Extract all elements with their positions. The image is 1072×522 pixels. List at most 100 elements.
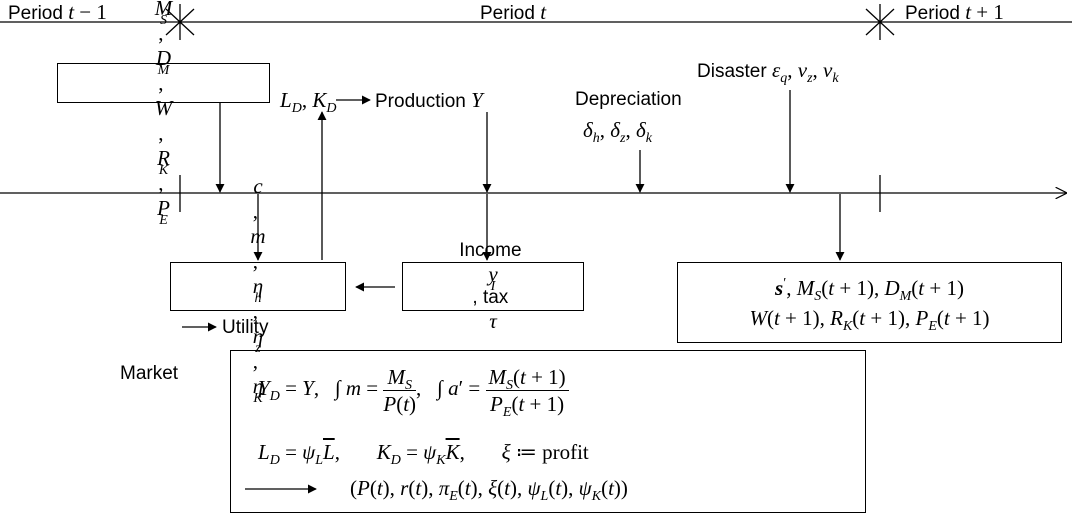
math-text: D xyxy=(884,275,900,300)
math-text: ψ xyxy=(302,440,316,464)
subscript: k xyxy=(832,71,839,86)
math-text: , xyxy=(787,58,798,82)
math-text: , xyxy=(158,70,169,95)
subscript: q xyxy=(780,71,788,86)
math-text: ( xyxy=(369,476,377,500)
math-text: c xyxy=(253,174,263,198)
math-text: ξ xyxy=(488,476,498,500)
math-text: ε xyxy=(771,58,781,82)
math-text: D xyxy=(155,45,172,70)
math-text: ( xyxy=(911,275,919,300)
math-text: W xyxy=(154,95,173,120)
math-text: m xyxy=(250,224,266,248)
math-text: , xyxy=(158,170,169,195)
text: Period xyxy=(8,3,69,24)
subscript: D xyxy=(269,389,280,404)
math-text: t xyxy=(828,275,835,300)
period-label: Period t + 1 xyxy=(905,0,1004,26)
math-text: δ xyxy=(635,118,646,142)
math-text: K xyxy=(376,440,391,464)
math-text: ( xyxy=(408,476,416,500)
disaster: Disaster εq, νz, νk xyxy=(697,58,839,86)
math-text: , xyxy=(459,440,502,464)
math-text: , xyxy=(334,440,377,464)
math-text: r xyxy=(400,476,409,500)
subscript: D xyxy=(291,101,302,116)
numerator: MS xyxy=(383,364,417,392)
math-text: + 1), xyxy=(779,305,831,330)
math-text: t xyxy=(68,0,75,24)
math-text: t xyxy=(540,0,547,24)
math-text: ), xyxy=(421,476,439,500)
math-text: , xyxy=(625,118,636,142)
math-text: , xyxy=(158,20,169,45)
math-text: = xyxy=(279,440,303,464)
math-text: L xyxy=(258,440,270,464)
math-text: + 1) xyxy=(524,391,565,416)
math-text: , xyxy=(252,249,264,273)
subscript: h xyxy=(592,131,600,146)
denominator: PE(t + 1) xyxy=(486,391,569,420)
math-text: , xyxy=(786,275,797,300)
math-text: M xyxy=(796,275,815,300)
math-text: ), xyxy=(382,476,401,500)
math-text: ( xyxy=(513,364,520,389)
math-text: t xyxy=(376,476,383,500)
math-text: Y xyxy=(258,376,270,400)
math-text: , xyxy=(252,299,264,323)
period-cross xyxy=(165,4,195,40)
subscript: S xyxy=(814,288,822,304)
text: Disaster xyxy=(697,61,772,82)
fraction: MS(t + 1) PE(t + 1) xyxy=(485,364,569,420)
period-label: Period t xyxy=(480,0,546,26)
utility: Utility xyxy=(222,314,268,340)
math-text: t xyxy=(520,364,526,389)
math-text: Y xyxy=(302,376,314,400)
next-state-line: s′, MS(t + 1), DM(t + 1) xyxy=(775,273,964,304)
text: Income xyxy=(459,239,527,261)
subscript: K xyxy=(591,489,602,504)
next-state-box: s′, MS(t + 1), DM(t + 1) W(t + 1), RK(t … xyxy=(677,262,1062,343)
numerator: MS(t + 1) xyxy=(485,364,569,393)
math-text: t xyxy=(518,391,525,416)
subscript: D xyxy=(269,453,280,468)
market-box xyxy=(230,350,866,513)
math-text: ψ xyxy=(423,440,437,464)
math-text: P xyxy=(383,391,397,416)
market-line: YD = Y, ∫ m = MS P(t), ∫ a′ = MS(t + 1) PE… xyxy=(258,358,569,420)
math-text: P xyxy=(490,391,503,416)
math-text: )) xyxy=(613,476,628,500)
subscript: z xyxy=(807,71,813,86)
text: Utility xyxy=(222,317,269,338)
math-text: ≔ profit xyxy=(510,440,589,464)
math-text: L xyxy=(280,88,292,112)
math-text: , xyxy=(158,120,169,145)
text: Period xyxy=(905,3,966,24)
math-text: − 1 xyxy=(74,0,107,24)
depreciation-label: Depreciation xyxy=(575,86,682,112)
subscript: E xyxy=(449,489,458,504)
superscript: ′ xyxy=(783,275,787,291)
math-text: ν xyxy=(823,58,833,82)
math-text: + 1), xyxy=(834,275,885,300)
overlined-symbol: K xyxy=(445,440,460,464)
text: Depreciation xyxy=(575,89,682,110)
math-text: , xyxy=(812,58,824,82)
market-line: LD = ψLL, KD = ψKK, ξ ≔ profit xyxy=(258,440,589,468)
math-text: δ xyxy=(610,118,621,142)
text: Period xyxy=(480,3,541,24)
math-text: ( xyxy=(457,476,465,500)
math-text: τ xyxy=(489,308,497,333)
math-text: ), xyxy=(509,476,528,500)
math-text: = xyxy=(400,440,424,464)
subscript: K xyxy=(842,318,853,334)
math-text: ξ xyxy=(501,440,511,464)
math-text: ( xyxy=(936,305,944,330)
next-state-line: W(t + 1), RK(t + 1), PE(t + 1) xyxy=(749,303,989,334)
subscript: S xyxy=(506,377,513,393)
math-text: = xyxy=(361,376,384,400)
period-label: Period t − 1 xyxy=(8,0,107,26)
text: , tax xyxy=(472,286,514,308)
subscript: k xyxy=(645,131,652,146)
